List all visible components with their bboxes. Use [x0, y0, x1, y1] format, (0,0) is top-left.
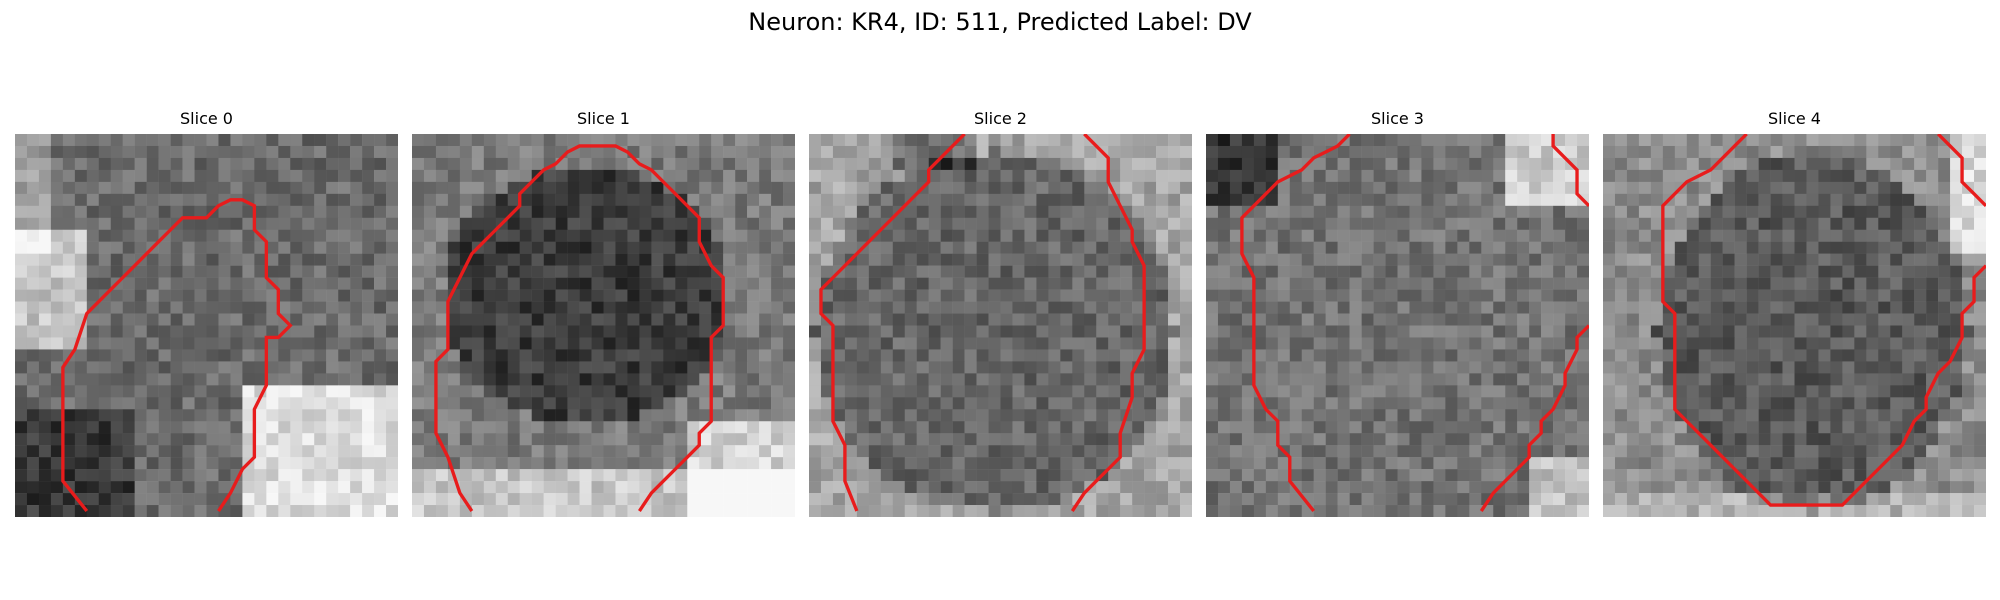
slice-panel-0: Slice 0 [15, 110, 398, 517]
figure-title: Neuron: KR4, ID: 511, Predicted Label: D… [748, 8, 1252, 36]
slice-panel-2: Slice 2 [809, 110, 1192, 517]
slice-title-3: Slice 3 [1371, 109, 1424, 128]
slice-image-0 [15, 134, 398, 517]
slice-title-1: Slice 1 [577, 109, 630, 128]
slice-image-1 [412, 134, 795, 517]
slice-image-4 [1603, 134, 1986, 517]
slice-image-3 [1206, 134, 1589, 517]
slice-image-2 [809, 134, 1192, 517]
slice-title-0: Slice 0 [180, 109, 233, 128]
slice-panel-1: Slice 1 [412, 110, 795, 517]
slice-panel-4: Slice 4 [1603, 110, 1986, 517]
slice-title-2: Slice 2 [974, 109, 1027, 128]
slice-panel-3: Slice 3 [1206, 110, 1589, 517]
slice-title-4: Slice 4 [1768, 109, 1821, 128]
